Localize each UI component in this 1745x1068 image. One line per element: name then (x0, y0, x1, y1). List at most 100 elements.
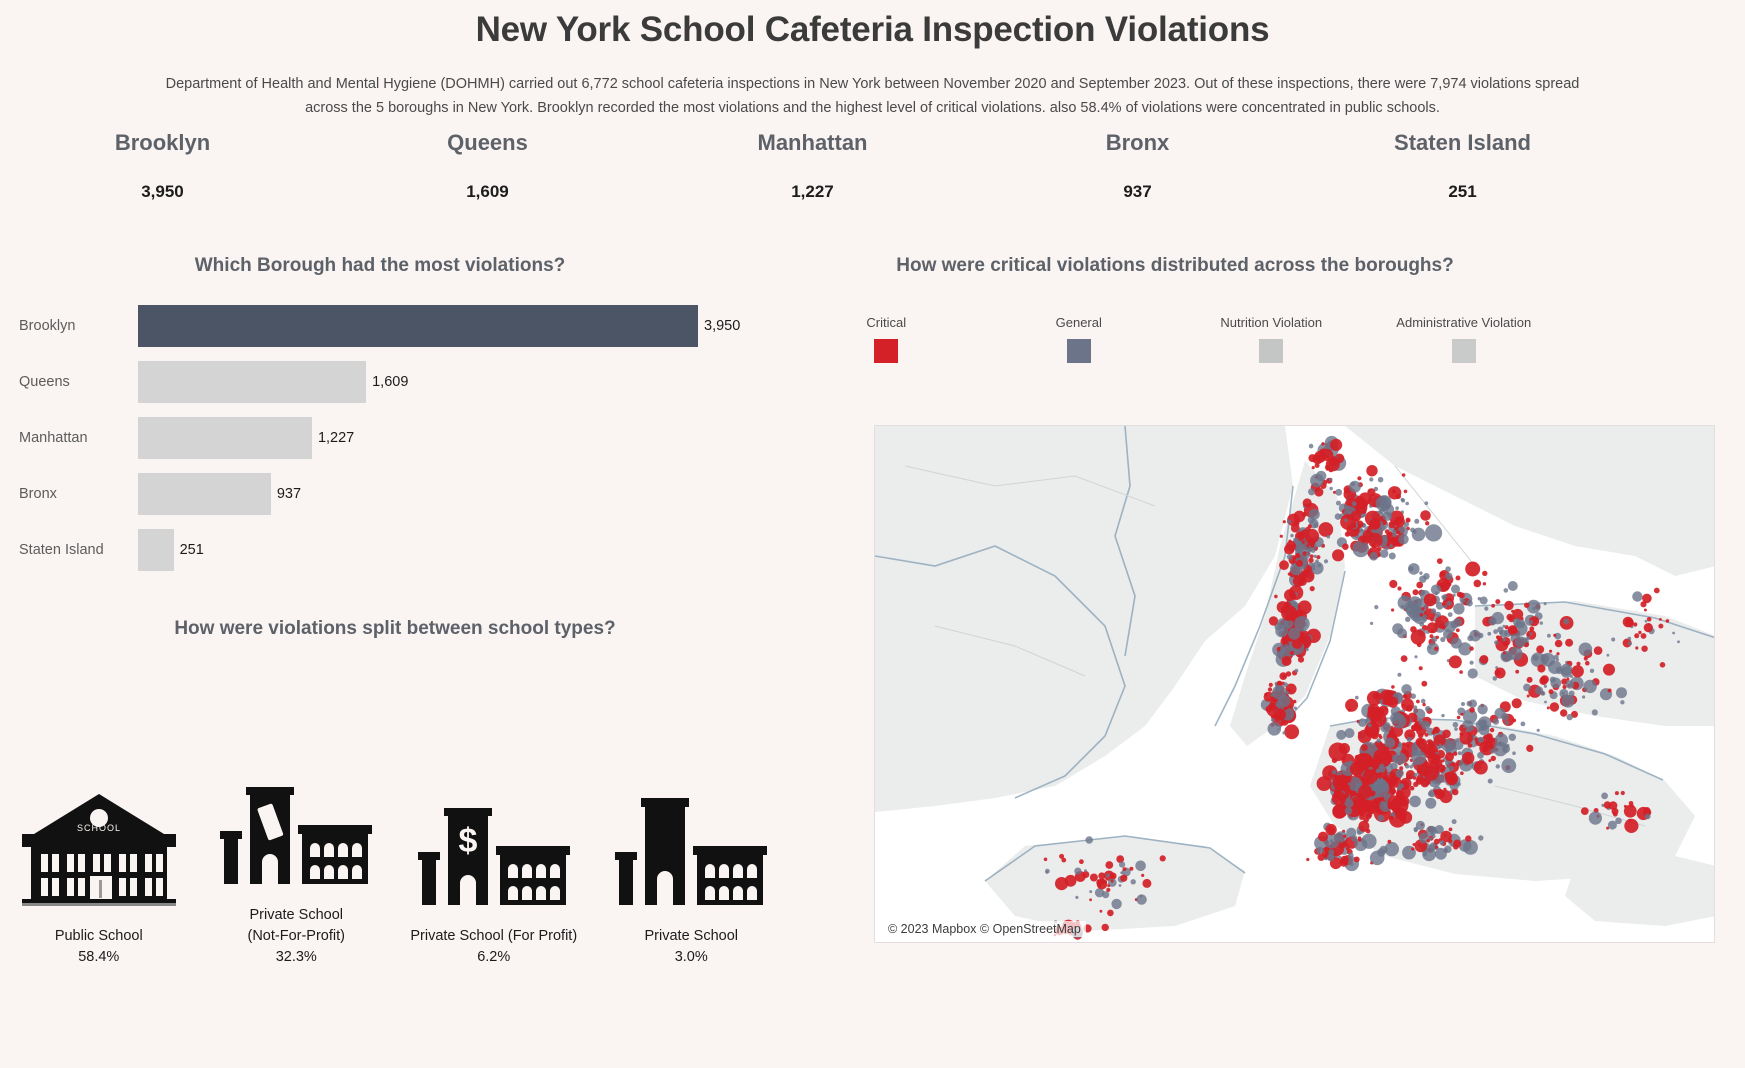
map-dot-critical[interactable] (1546, 706, 1550, 710)
map-dot-general[interactable] (1469, 660, 1474, 665)
map-dot-critical[interactable] (1607, 688, 1612, 693)
map-dot-critical[interactable] (1110, 879, 1114, 883)
map-dot-general[interactable] (1578, 642, 1593, 657)
map-dot-general[interactable] (1401, 498, 1406, 503)
map-dot-general[interactable] (1308, 488, 1316, 496)
map-dot-critical[interactable] (1376, 772, 1383, 779)
map-dot-general[interactable] (1293, 706, 1297, 710)
map-dot-general[interactable] (1414, 655, 1418, 659)
map-dot-critical[interactable] (1524, 602, 1530, 608)
map-dot-general[interactable] (1493, 629, 1498, 634)
map-dot-general[interactable] (1450, 637, 1462, 649)
map-dot-general[interactable] (1502, 637, 1506, 642)
map-dot-general[interactable] (1395, 506, 1399, 510)
map-dot-general[interactable] (1118, 884, 1122, 887)
map-dot-general[interactable] (1280, 647, 1286, 654)
map-dot-general[interactable] (1644, 619, 1648, 623)
map-dot-critical[interactable] (1082, 871, 1090, 878)
map-dot-general[interactable] (1376, 738, 1381, 743)
bar-staten-island[interactable] (138, 529, 174, 571)
map-dot-critical[interactable] (1465, 561, 1481, 577)
map-dot-general[interactable] (1102, 891, 1110, 899)
map-dot-critical[interactable] (1548, 689, 1554, 695)
map-dot-general[interactable] (1632, 591, 1643, 602)
map-dot-critical[interactable] (1576, 661, 1581, 666)
map-dot-critical[interactable] (1417, 732, 1424, 739)
map-dot-general[interactable] (1429, 837, 1433, 841)
map-dot-critical[interactable] (1490, 755, 1496, 762)
map-dot-critical[interactable] (1465, 835, 1472, 842)
map-dot-general[interactable] (1487, 631, 1492, 636)
map-dot-critical[interactable] (1363, 504, 1368, 508)
bar-manhattan[interactable] (138, 417, 312, 459)
map-dot-critical[interactable] (1539, 676, 1548, 685)
map-dot-general[interactable] (1380, 504, 1386, 510)
map-dot-general[interactable] (1523, 683, 1531, 692)
map-dot-general[interactable] (1308, 508, 1320, 520)
map-dot-general[interactable] (1541, 652, 1555, 667)
map-dot-general[interactable] (1606, 653, 1610, 657)
map-dot-general[interactable] (1290, 533, 1294, 538)
map-dot-general[interactable] (1305, 647, 1309, 652)
map-dot-critical[interactable] (1314, 463, 1320, 468)
map-dot-general[interactable] (1591, 709, 1598, 716)
map-dot-critical[interactable] (1268, 616, 1279, 626)
map-dot-critical[interactable] (1418, 666, 1423, 671)
map-dot-critical[interactable] (1291, 594, 1297, 600)
map-dot-general[interactable] (1111, 898, 1122, 910)
map-dot-general[interactable] (1430, 831, 1434, 835)
map-dot-critical[interactable] (1279, 534, 1283, 538)
map-dot-critical[interactable] (1089, 898, 1092, 902)
map-dot-general[interactable] (1415, 820, 1425, 830)
map-dot-critical[interactable] (1658, 623, 1664, 629)
map-dot-critical[interactable] (1411, 724, 1418, 732)
map-dot-general[interactable] (1074, 867, 1082, 875)
map-dot-critical[interactable] (1448, 655, 1462, 669)
map-dot-general[interactable] (1514, 636, 1526, 648)
map-dot-critical[interactable] (1411, 847, 1415, 851)
map-dot-general[interactable] (1615, 817, 1622, 825)
map-dot-critical[interactable] (1361, 744, 1368, 751)
map-dot-general[interactable] (1344, 807, 1353, 815)
map-dot-critical[interactable] (1122, 867, 1127, 871)
map-dot-critical[interactable] (1460, 712, 1464, 716)
map-dot-general[interactable] (1419, 621, 1425, 627)
map-dot-general[interactable] (1384, 737, 1396, 749)
map-dot-general[interactable] (1414, 518, 1420, 524)
map-dot-general[interactable] (1348, 480, 1361, 493)
map-dot-critical[interactable] (1366, 758, 1371, 763)
map-dot-critical[interactable] (1359, 814, 1365, 820)
map-dot-general[interactable] (1328, 477, 1333, 482)
map-dot-general[interactable] (1332, 769, 1337, 775)
map-dot-critical[interactable] (1432, 726, 1440, 734)
map-dot-critical[interactable] (1434, 646, 1439, 651)
map-dot-general[interactable] (1439, 840, 1445, 846)
map-dot-general[interactable] (1583, 679, 1597, 694)
map-dot-general[interactable] (1395, 769, 1404, 778)
map-dot-critical[interactable] (1635, 646, 1639, 650)
map-dot-critical[interactable] (1416, 699, 1420, 704)
map-dot-critical[interactable] (1620, 790, 1625, 796)
map-dot-general[interactable] (1556, 658, 1559, 662)
map-dot-critical[interactable] (1442, 602, 1446, 606)
map-dot-critical[interactable] (1283, 706, 1288, 711)
map-dot-general[interactable] (1413, 709, 1418, 714)
map-dot-general[interactable] (1582, 695, 1586, 699)
map-dot-general[interactable] (1487, 778, 1493, 784)
map-dot-critical[interactable] (1448, 827, 1453, 832)
map-dot-general[interactable] (1677, 640, 1680, 644)
map-dot-critical[interactable] (1402, 742, 1406, 746)
map-dot-general[interactable] (1422, 847, 1436, 862)
map-dot-critical[interactable] (1353, 856, 1360, 863)
map-dot-critical[interactable] (1079, 859, 1084, 865)
map-dot-general[interactable] (1507, 581, 1518, 591)
map-dot-critical[interactable] (1585, 660, 1590, 666)
map-dot-general[interactable] (1616, 687, 1627, 699)
map-dot-general[interactable] (1501, 712, 1509, 721)
map-dot-critical[interactable] (1360, 537, 1367, 544)
map-dot-critical[interactable] (1469, 646, 1474, 651)
map-dot-general[interactable] (1382, 511, 1393, 521)
map-dot-general[interactable] (1480, 719, 1488, 726)
map-dot-critical[interactable] (1325, 823, 1337, 836)
map-dot-critical[interactable] (1274, 594, 1278, 599)
